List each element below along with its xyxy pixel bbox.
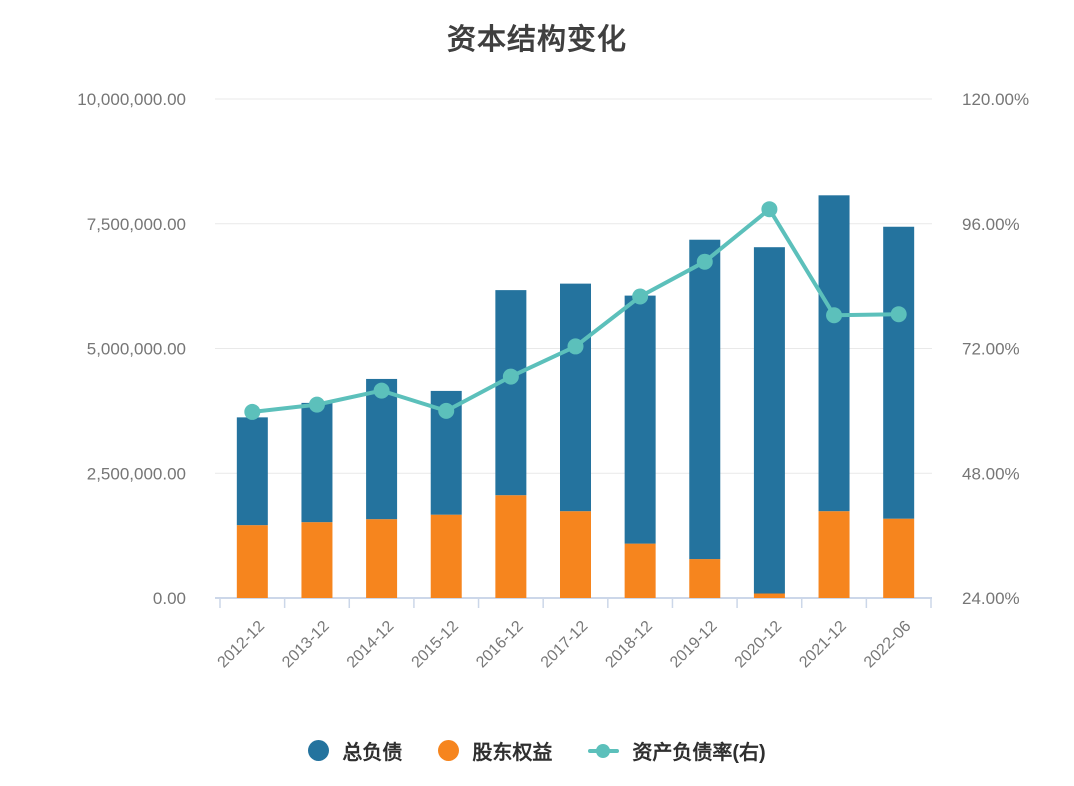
legend-label: 股东权益 <box>472 742 553 764</box>
right-axis-tick-label: 96.00% <box>962 215 1020 234</box>
legend-item-total-liabilities[interactable]: 总负债 <box>308 736 402 765</box>
legend-item-debt-ratio[interactable]: 资产负债率(右) <box>588 736 766 765</box>
right-axis-tick-label: 120.00% <box>962 90 1029 109</box>
bar-segment-equity <box>495 495 527 598</box>
right-axis-tick-label: 24.00% <box>962 589 1020 608</box>
bar-segment-equity <box>753 593 785 598</box>
bar-segment-equity <box>818 511 850 598</box>
left-axis-tick-label: 0.00 <box>153 589 186 608</box>
right-axis-tick-label: 72.00% <box>962 340 1020 359</box>
x-axis-category-label: 2016-12 <box>473 618 527 672</box>
debt-ratio-point <box>244 403 261 420</box>
x-axis-category-label: 2018-12 <box>602 618 656 672</box>
debt-ratio-point <box>373 382 390 399</box>
bar-segment-equity <box>301 522 333 598</box>
debt-ratio-point <box>890 306 907 323</box>
total-liabilities-swatch-icon <box>308 740 330 761</box>
legend-item-shareholders-equity[interactable]: 股东权益 <box>438 736 552 765</box>
legend-label: 总负债 <box>342 742 403 764</box>
bar-segment-equity <box>689 559 721 598</box>
bar-segment-equity <box>236 525 268 598</box>
bar-segment-liabilities <box>753 247 785 594</box>
left-axis-tick-label: 5,000,000.00 <box>87 340 186 359</box>
debt-ratio-point <box>502 368 519 385</box>
x-axis-category-label: 2015-12 <box>409 618 463 672</box>
debt-ratio-point <box>308 396 325 413</box>
x-axis-category-label: 2012-12 <box>215 618 269 672</box>
bar-segment-liabilities <box>624 295 656 544</box>
bar-segment-equity <box>883 518 915 598</box>
left-axis-tick-label: 2,500,000.00 <box>87 464 186 483</box>
chart-legend: 总负债 股东权益 资产负债率(右) <box>0 736 1074 765</box>
x-axis-category-label: 2022-06 <box>861 618 915 672</box>
bar-segment-liabilities <box>883 226 915 519</box>
shareholders-equity-swatch-icon <box>438 740 460 761</box>
bar-segment-equity <box>430 514 462 598</box>
bar-segment-liabilities <box>818 195 850 512</box>
debt-ratio-point <box>438 402 455 419</box>
x-axis-category-label: 2020-12 <box>732 618 786 672</box>
debt-ratio-point <box>632 288 649 305</box>
right-axis-tick-label: 48.00% <box>962 464 1020 483</box>
debt-ratio-point <box>567 338 584 355</box>
bar-segment-liabilities <box>560 283 591 512</box>
bar-segment-equity <box>366 519 398 598</box>
bar-segment-liabilities <box>495 290 527 496</box>
legend-label: 资产负债率(右) <box>632 742 766 764</box>
bar-segment-liabilities <box>236 417 268 526</box>
bar-segment-liabilities <box>366 378 398 520</box>
x-axis-category-label: 2021-12 <box>796 618 850 672</box>
left-axis-tick-label: 7,500,000.00 <box>87 215 186 234</box>
debt-ratio-point <box>696 253 713 270</box>
debt-ratio-point <box>826 307 843 324</box>
x-axis-category-label: 2019-12 <box>667 618 721 672</box>
chart-title: 资本结构变化 <box>446 24 627 56</box>
x-axis-category-label: 2017-12 <box>538 618 592 672</box>
bar-segment-liabilities <box>689 239 721 560</box>
x-axis-category-label: 2013-12 <box>279 618 333 672</box>
bar-segment-equity <box>624 543 656 598</box>
debt-ratio-point <box>761 201 778 218</box>
bar-segment-liabilities <box>301 402 333 523</box>
left-axis-tick-label: 10,000,000.00 <box>77 90 186 109</box>
bar-segment-equity <box>560 511 591 598</box>
debt-ratio-line-swatch-icon <box>588 743 620 758</box>
x-axis-category-label: 2014-12 <box>344 618 398 672</box>
